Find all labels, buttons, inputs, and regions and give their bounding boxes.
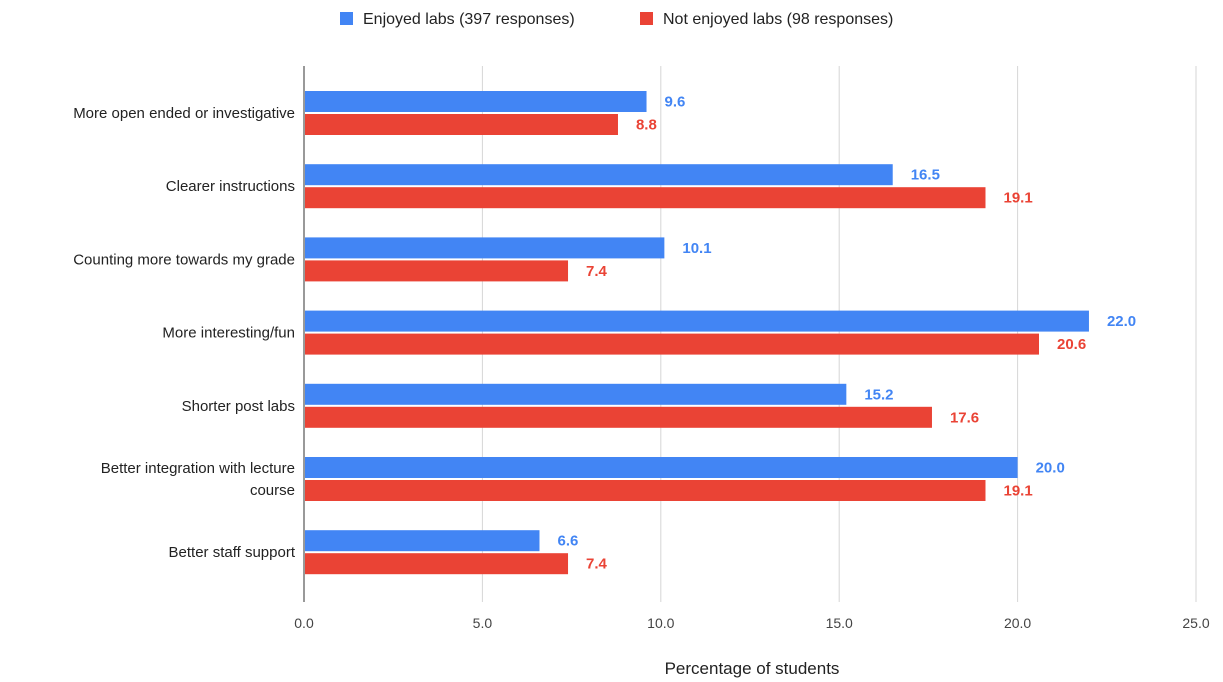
- x-axis-title: Percentage of students: [665, 659, 840, 678]
- data-label: 10.1: [682, 240, 711, 257]
- bar-not-enjoyed: [305, 406, 932, 428]
- bar-not-enjoyed: [305, 187, 986, 209]
- x-tick-label: 10.0: [647, 615, 674, 631]
- x-tick-label: 25.0: [1182, 615, 1209, 631]
- data-label: 15.2: [864, 386, 893, 403]
- bar-enjoyed: [305, 383, 847, 405]
- category-label: More interesting/fun: [162, 325, 295, 342]
- bar-not-enjoyed: [305, 114, 618, 135]
- data-label: 19.1: [1003, 190, 1032, 207]
- bar-not-enjoyed: [305, 333, 1040, 355]
- data-label: 20.6: [1057, 336, 1086, 353]
- bar-enjoyed: [305, 457, 1018, 478]
- data-label: 8.8: [636, 117, 657, 134]
- category-label: Better staff support: [169, 544, 296, 561]
- category-label: Clearer instructions: [166, 178, 295, 195]
- bar-not-enjoyed: [305, 260, 569, 282]
- x-tick-label: 5.0: [473, 615, 493, 631]
- legend-swatch-enjoyed: [340, 12, 353, 25]
- data-label: 20.0: [1036, 460, 1065, 477]
- category-label: More open ended or investigative: [73, 105, 295, 122]
- data-label: 19.1: [1003, 483, 1032, 500]
- category-label: Shorter post labs: [182, 398, 295, 415]
- data-label: 9.6: [665, 94, 686, 111]
- bar-enjoyed: [305, 91, 647, 112]
- data-label: 17.6: [950, 409, 979, 426]
- bar-not-enjoyed: [305, 553, 569, 575]
- bars: [305, 91, 1089, 575]
- x-tick-label: 0.0: [294, 615, 314, 631]
- bar-enjoyed: [305, 164, 893, 186]
- x-tick-label: 15.0: [826, 615, 853, 631]
- data-label: 22.0: [1107, 313, 1136, 330]
- bar-enjoyed: [305, 310, 1089, 332]
- legend-swatch-not-enjoyed: [640, 12, 653, 25]
- data-label: 16.5: [911, 167, 940, 184]
- labels: 0.0 5.0 10.0 15.0 20.0 25.0 9.6 8.8 More open en…: [73, 94, 1210, 632]
- bar-not-enjoyed: [305, 480, 986, 501]
- data-label: 7.4: [586, 263, 608, 280]
- x-tick-label: 20.0: [1004, 615, 1031, 631]
- category-label: Counting more towards my grade: [73, 251, 295, 268]
- data-label: 7.4: [586, 556, 608, 573]
- legend-label-enjoyed: Enjoyed labs (397 responses): [363, 11, 575, 28]
- category-label: Better integration with lecture course: [101, 460, 295, 499]
- bar-enjoyed: [305, 530, 540, 552]
- legend-label-not-enjoyed: Not enjoyed labs (98 responses): [663, 11, 893, 28]
- legend: Enjoyed labs (397 responses) Not enjoyed …: [340, 11, 893, 28]
- bar-enjoyed: [305, 237, 665, 259]
- data-label: 6.6: [557, 533, 578, 550]
